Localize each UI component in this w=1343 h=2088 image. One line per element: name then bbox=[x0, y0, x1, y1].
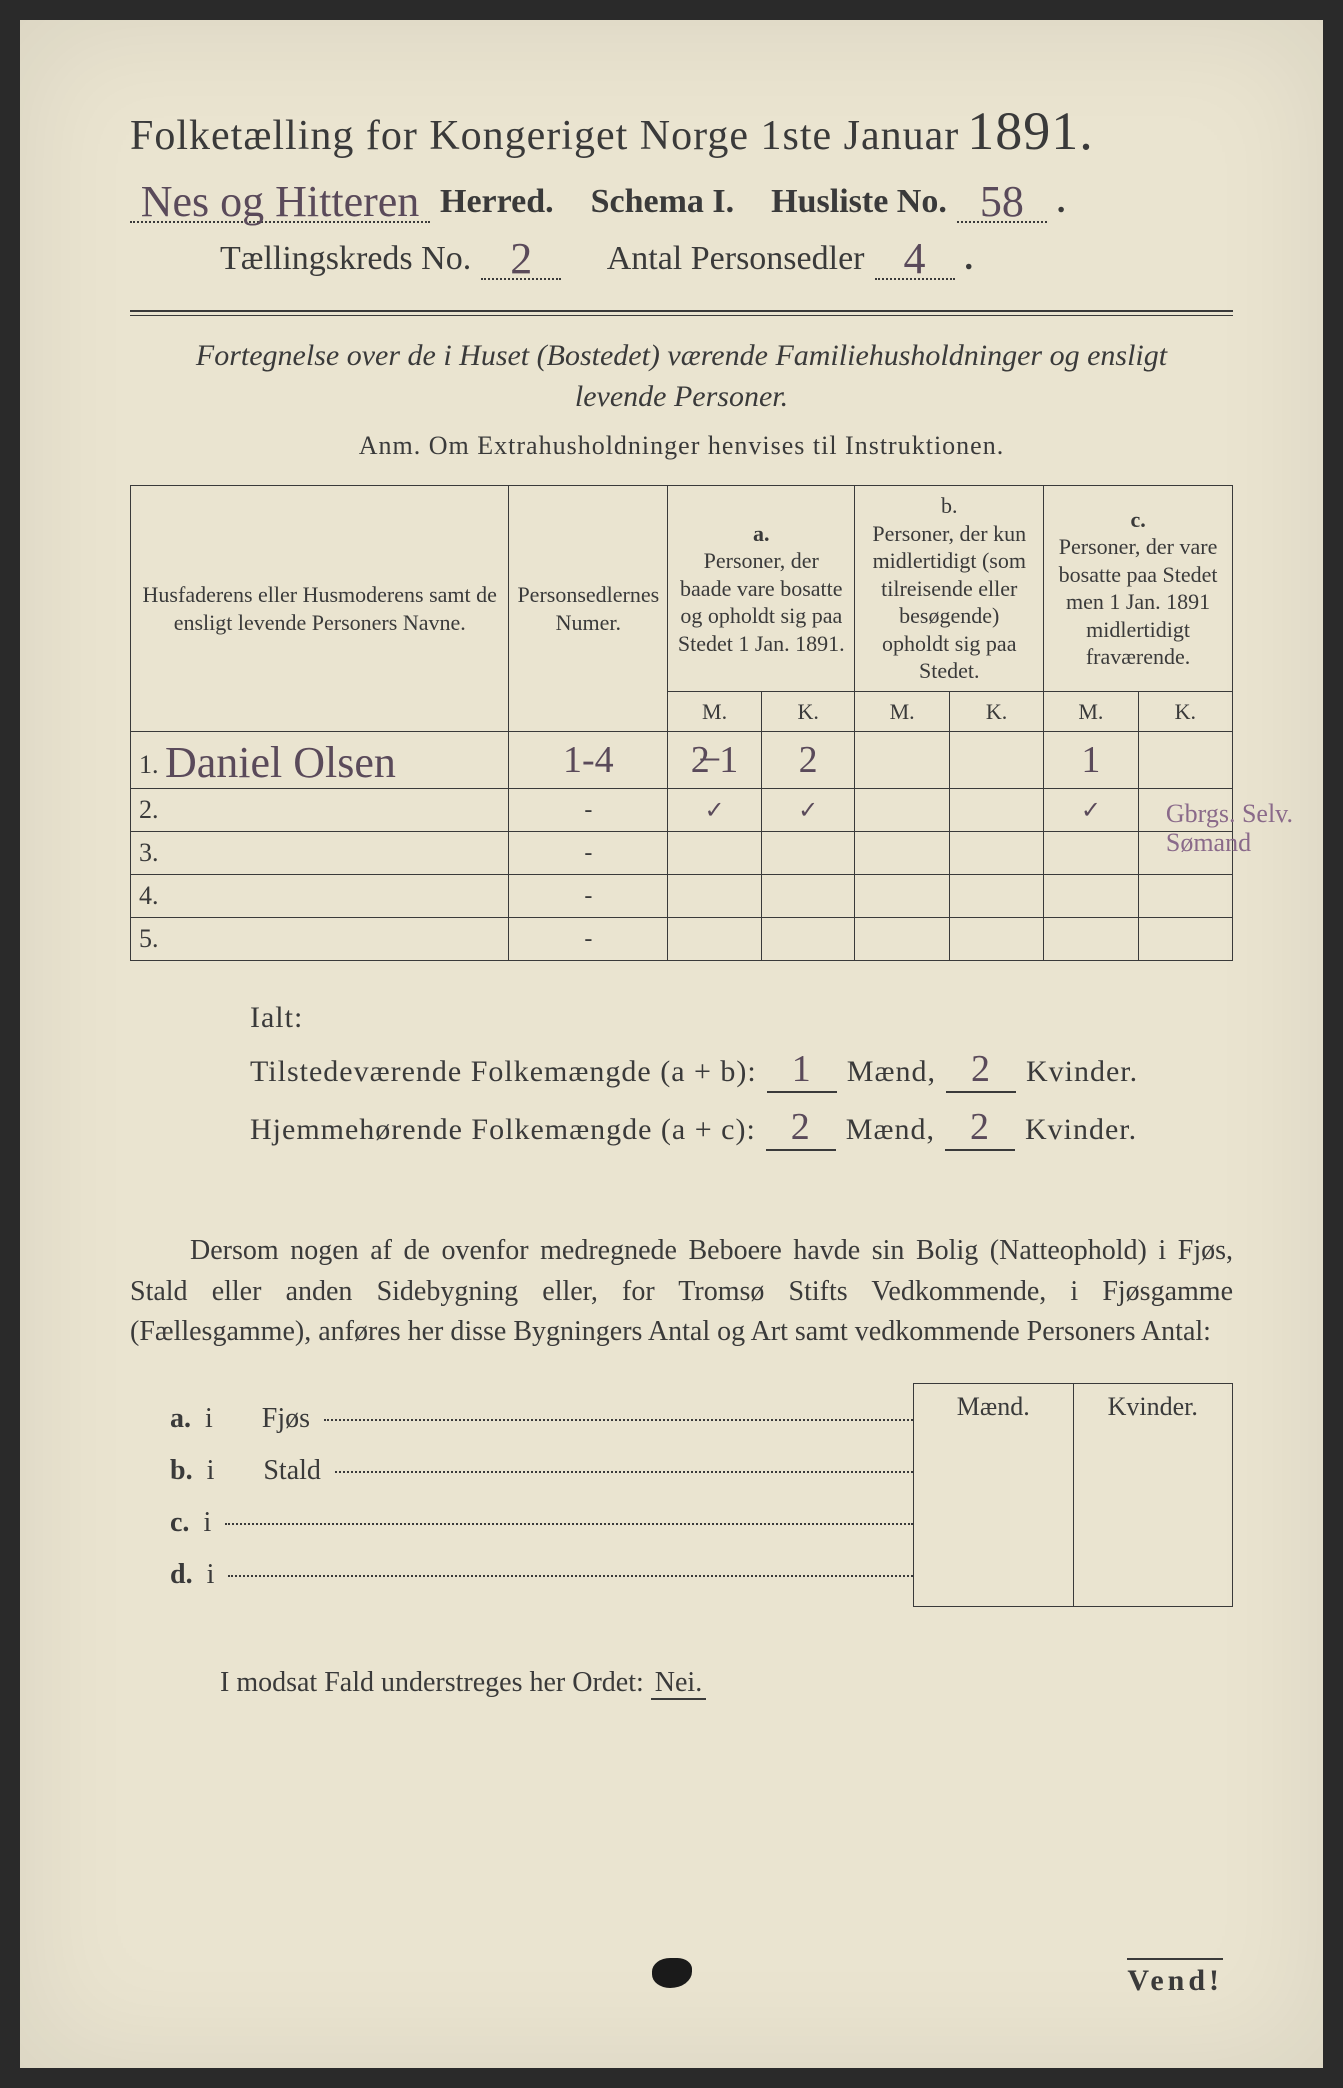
th-c-k: K. bbox=[1138, 691, 1232, 732]
dwelling-row: a. i Fjøs bbox=[130, 1399, 913, 1435]
census-tbody: 1. Daniel Olsen 1-4 2̶ 1 2 1 2. - ✓ ✓ ✓ … bbox=[131, 732, 1233, 961]
th-a-m: M. bbox=[668, 691, 762, 732]
table-row: 4. - bbox=[131, 875, 1233, 918]
anm-text: Anm. Om Extrahusholdninger henvises til … bbox=[130, 431, 1233, 461]
personsedler-label: Antal Personsedler bbox=[607, 240, 865, 278]
hjemme-m: 2 bbox=[791, 1106, 811, 1148]
title-line: Folketælling for Kongeriget Norge 1ste J… bbox=[130, 100, 1233, 162]
th-num: Personsedlernes Numer. bbox=[509, 486, 668, 732]
person-name: Daniel Olsen bbox=[165, 738, 396, 787]
th-name: Husfaderens eller Husmoderens samt de en… bbox=[131, 486, 509, 732]
dwelling-row: b. i Stald bbox=[130, 1451, 913, 1487]
th-c: c.Personer, der vare bosatte paa Stedet … bbox=[1044, 486, 1233, 692]
header-line-3: Tællingskreds No. 2 Antal Personsedler 4… bbox=[220, 237, 1233, 280]
ialt-label: Ialt: bbox=[250, 1001, 1233, 1035]
schema-label: Schema I. bbox=[591, 183, 735, 221]
dwelling-paragraph: Dersom nogen af de ovenfor medregnede Be… bbox=[130, 1231, 1233, 1353]
kreds-label: Tællingskreds No. bbox=[220, 240, 471, 278]
intro-line2: levende Personer. bbox=[130, 377, 1233, 418]
vend-label: Vend! bbox=[1127, 1958, 1223, 1998]
th-b-m: M. bbox=[855, 691, 950, 732]
ink-blot bbox=[652, 1958, 692, 1988]
tilstede-label: Tilstedeværende Folkemængde (a + b): bbox=[250, 1055, 757, 1089]
nei-line: I modsat Fald understreges her Ordet: Ne… bbox=[130, 1667, 1233, 1699]
margin-note: Gbrgs. Selv. Sømand bbox=[1166, 800, 1293, 857]
tilstede-k: 2 bbox=[971, 1048, 991, 1090]
header-line-2: Nes og Hitteren Herred. Schema I. Huslis… bbox=[130, 180, 1233, 223]
th-a: a.Personer, der baade vare bosatte og op… bbox=[668, 486, 855, 692]
herred-value: Nes og Hitteren bbox=[141, 177, 420, 226]
title-year: 1891. bbox=[967, 100, 1094, 162]
th-b-k: K. bbox=[949, 691, 1043, 732]
dwelling-row: d. i bbox=[130, 1555, 913, 1591]
th-b: b.Personer, der kun midlertidigt (som ti… bbox=[855, 486, 1044, 692]
divider bbox=[130, 310, 1233, 316]
table-row: 5. - bbox=[131, 918, 1233, 961]
th-a-k: K. bbox=[761, 691, 854, 732]
kreds-value: 2 bbox=[510, 234, 532, 283]
nei-word: Nei. bbox=[651, 1667, 706, 1700]
title-prefix: Folketælling for Kongeriget Norge 1ste J… bbox=[130, 112, 959, 160]
herred-label: Herred. bbox=[440, 183, 554, 221]
table-row: 1. Daniel Olsen 1-4 2̶ 1 2 1 bbox=[131, 732, 1233, 789]
col-maend: Mænd. bbox=[914, 1383, 1074, 1606]
husliste-value: 58 bbox=[980, 177, 1024, 226]
dwelling-table: a. i Fjøs b. i Stald c. i d. i bbox=[130, 1383, 1233, 1607]
census-form-page: Folketælling for Kongeriget Norge 1ste J… bbox=[20, 20, 1323, 2068]
husliste-label: Husliste No. bbox=[771, 183, 947, 221]
dwelling-right-cols: Mænd. Kvinder. bbox=[913, 1383, 1233, 1607]
totals-block: Ialt: Tilstedeværende Folkemængde (a + b… bbox=[250, 1001, 1233, 1151]
hjemme-k: 2 bbox=[970, 1106, 990, 1148]
intro-text: Fortegnelse over de i Huset (Bostedet) v… bbox=[130, 336, 1233, 417]
census-table: Husfaderens eller Husmoderens samt de en… bbox=[130, 485, 1233, 961]
personsedler-value: 4 bbox=[904, 234, 926, 283]
table-row: 2. - ✓ ✓ ✓ bbox=[131, 789, 1233, 832]
th-c-m: M. bbox=[1044, 691, 1139, 732]
dwelling-row: c. i bbox=[130, 1503, 913, 1539]
hjemme-label: Hjemmehørende Folkemængde (a + c): bbox=[250, 1113, 756, 1147]
col-kvinder: Kvinder. bbox=[1074, 1383, 1233, 1606]
tilstede-m: 1 bbox=[792, 1048, 812, 1090]
intro-line1: Fortegnelse over de i Huset (Bostedet) v… bbox=[130, 336, 1233, 377]
table-row: 3. - bbox=[131, 832, 1233, 875]
